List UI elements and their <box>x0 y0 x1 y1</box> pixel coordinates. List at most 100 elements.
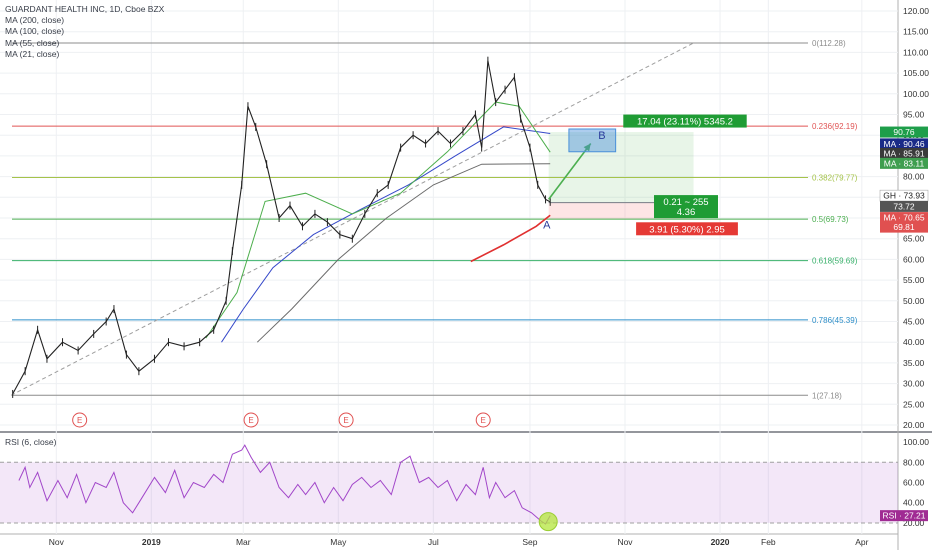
fib-level-label: 0.618(59.69) <box>812 257 858 266</box>
target-box-b <box>568 128 617 153</box>
rsi-line <box>18 444 551 525</box>
price-axis-badge-bg <box>880 200 928 212</box>
price-tick-label: 100.00 <box>903 89 929 99</box>
rsi-tick-label: 60.00 <box>903 477 925 487</box>
rsi-oversold-highlight <box>538 512 558 532</box>
earnings-marker-label: E <box>481 416 486 425</box>
fib-level-label: 0.236(92.19) <box>812 122 858 131</box>
price-axis-badge: GH · 73.93 <box>879 189 929 202</box>
price-axis-badge: MA · 90.46 <box>880 138 928 150</box>
fib-level-label: 0.382(79.77) <box>812 174 858 183</box>
projection-arrow-head <box>583 143 591 152</box>
price-axis-badge: 73.72 <box>880 200 928 212</box>
price-axis-badge-text: MA · 85.91 <box>883 148 924 158</box>
price-axis-badge-bg <box>880 138 928 150</box>
rsi-band-fill <box>0 462 898 523</box>
long-position-target-label-text: 17.04 (23.11%) 5345.2 <box>637 117 733 128</box>
price-axis-badge-text: MA · 90.46 <box>883 139 924 149</box>
time-tick-label: Nov <box>49 537 65 547</box>
price-tick-label: 45.00 <box>903 317 925 327</box>
price-axis-badge-text: 73.72 <box>893 201 915 211</box>
earnings-marker-label: E <box>343 416 348 425</box>
earnings-marker-label: E <box>77 416 82 425</box>
price-tick-label: 40.00 <box>903 337 925 347</box>
price-axis-badge-text: MA · 70.65 <box>883 213 924 223</box>
target-box-label: B <box>598 130 605 142</box>
price-tick-label: 20.00 <box>903 420 925 430</box>
price-axis-badge-bg <box>880 212 928 224</box>
rsi-tick-label: 40.00 <box>903 498 925 508</box>
rsi-axis-badge-text: RSI · 27.21 <box>883 511 926 521</box>
time-tick-label: 2019 <box>142 537 161 547</box>
price-tick-label: 80.00 <box>903 172 925 182</box>
rsi-tick-label: 80.00 <box>903 457 925 467</box>
rsi-axis-badge-bg <box>880 510 928 522</box>
ma-line-1 <box>221 126 551 343</box>
earnings-marker: E <box>243 412 259 428</box>
price-tick-label: 60.00 <box>903 254 925 264</box>
price-tick-label: 115.00 <box>903 27 929 37</box>
long-position-stop-label: 3.91 (5.30%) 2.95 <box>636 222 738 236</box>
indicator-ma-200[interactable]: MA (200, close) <box>5 15 65 26</box>
long-position-center-label-text: 4.36 <box>677 207 696 218</box>
long-position-stop-label-bg <box>636 222 738 236</box>
price-axis-badge-bg <box>880 221 928 233</box>
long-position-target-label-bg <box>623 114 747 128</box>
price-axis-badge: MA · 70.65 <box>880 212 928 224</box>
price-axis-badge-text: 90.76 <box>893 127 915 137</box>
time-tick-label: Apr <box>855 537 868 547</box>
price-tick-label: 105.00 <box>903 68 929 78</box>
fib-level-label: 1(27.18) <box>812 391 842 400</box>
earnings-marker-circle <box>243 412 259 428</box>
fib-level-label: 0.786(45.39) <box>812 316 858 325</box>
price-tick-label: 25.00 <box>903 399 925 409</box>
price-tick-label: 50.00 <box>903 296 925 306</box>
earnings-marker-circle <box>72 412 88 428</box>
projection-arrow <box>548 142 592 200</box>
price-tick-label: 110.00 <box>903 47 929 57</box>
chart-title: GUARDANT HEALTH INC, 1D, Cboe BZX <box>5 4 165 14</box>
earnings-marker: E <box>338 412 354 428</box>
long-position-stop-label-text: 3.91 (5.30%) 2.95 <box>649 224 725 235</box>
price-tick-label: 55.00 <box>903 275 925 285</box>
ma-line-3 <box>470 214 551 263</box>
rsi-title[interactable]: RSI (6, close) <box>5 437 57 447</box>
fib-level-label: 0.5(69.73) <box>812 215 849 224</box>
indicator-ma-21[interactable]: MA (21, close) <box>5 48 60 59</box>
price-axis-badge-text: 69.81 <box>893 222 915 232</box>
price-axis-badge-text: GH · 73.93 <box>883 191 925 201</box>
indicator-ma-55[interactable]: MA (55, close) <box>5 37 60 48</box>
ma-line-2 <box>205 101 551 339</box>
price-tick-label: 65.00 <box>903 234 925 244</box>
chart-legend: GUARDANT HEALTH INC, 1D, Cboe BZX MA (20… <box>5 4 164 60</box>
dashed-trendline <box>10 42 694 396</box>
long-position-center-label-bg <box>654 195 718 219</box>
ma-line-0 <box>256 163 551 343</box>
time-tick-label: Sep <box>522 537 537 547</box>
time-tick-label: May <box>330 537 347 547</box>
price-tick-label: 30.00 <box>903 379 925 389</box>
point-a-label: A <box>543 219 551 231</box>
fib-level-label: 0(112.28) <box>812 39 846 48</box>
price-tick-label: 95.00 <box>903 110 925 120</box>
rsi-tick-label: 20.00 <box>903 518 925 528</box>
price-axis-badge-bg <box>880 126 928 138</box>
earnings-marker: E <box>475 412 491 428</box>
long-position-center-label-text: 0.21 ~ 255 <box>663 197 708 208</box>
earnings-marker-circle <box>475 412 491 428</box>
earnings-marker-label: E <box>248 416 253 425</box>
earnings-marker-circle <box>338 412 354 428</box>
time-tick-label: Mar <box>236 537 251 547</box>
price-grid <box>0 0 898 534</box>
price-axis-badge-bg <box>880 157 928 169</box>
long-position-target-label: 17.04 (23.11%) 5345.2 <box>623 114 747 128</box>
price-axis-badge: MA · 85.91 <box>880 147 928 159</box>
indicator-ma-100[interactable]: MA (100, close) <box>5 26 65 37</box>
price-axis-badge: 69.81 <box>880 221 928 233</box>
time-tick-label: Jul <box>428 537 439 547</box>
time-tick-label: Nov <box>617 537 633 547</box>
rsi-tick-label: 100.00 <box>903 437 929 447</box>
